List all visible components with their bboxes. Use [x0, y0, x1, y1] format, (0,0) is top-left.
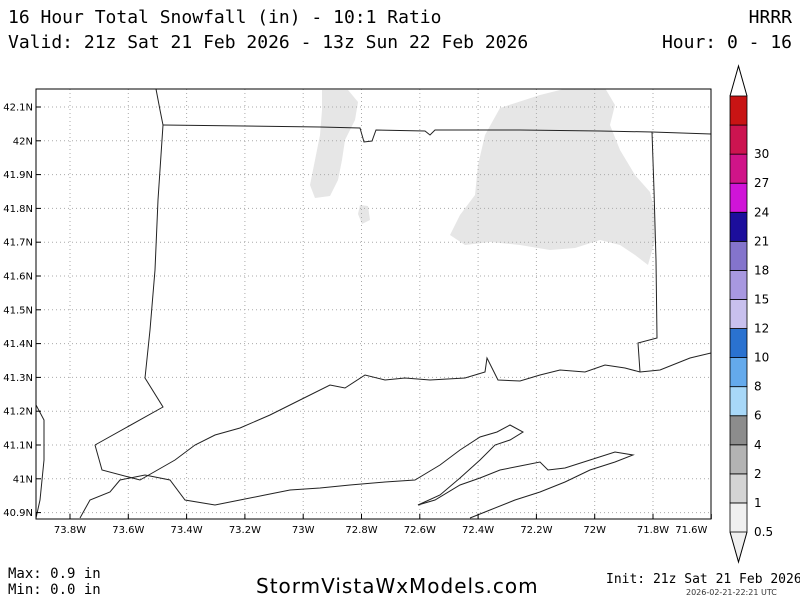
colorbar-label: 0.5 [754, 525, 773, 539]
lat-label: 41.5N [3, 305, 33, 316]
lon-label: 72W [583, 525, 606, 536]
lat-label: 42N [13, 136, 33, 147]
colorbar-swatch [729, 269, 748, 300]
colorbar-swatch [729, 124, 748, 155]
snow-area-small [358, 205, 370, 224]
colorbar-label: 4 [754, 438, 762, 452]
colorbar-label: 24 [754, 205, 769, 219]
colorbar-label: 30 [754, 147, 769, 161]
colorbar-label: 6 [754, 409, 762, 423]
colorbar-swatch [729, 415, 748, 446]
lon-label: 73.6W [112, 525, 144, 536]
colorbar-label: 21 [754, 234, 769, 248]
colorbar-label: 15 [754, 292, 769, 306]
lon-label: 72.4W [462, 525, 494, 536]
colorbar-bottom-arrow [729, 531, 748, 564]
lat-label: 41.4N [3, 339, 33, 350]
graticule [36, 89, 711, 519]
lat-label: 41.3N [3, 373, 33, 384]
colorbar-swatch [729, 211, 748, 242]
colorbar-label: 27 [754, 176, 769, 190]
init-time: Init: 21z Sat 21 Feb 2026 [606, 572, 800, 587]
max-min-values: Max: 0.9 in Min: 0.0 in [8, 566, 101, 598]
lat-label: 41.1N [3, 441, 33, 452]
colorbar-label: 12 [754, 322, 769, 336]
colorbar-swatch [729, 299, 748, 329]
colorbar-swatch [729, 502, 748, 533]
colorbar-swatch [729, 240, 748, 271]
brand-logo-text: StormVistaWxModels.com [256, 574, 539, 598]
lon-label: 71.8W [637, 525, 669, 536]
forecast-hours: Hour: 0 - 16 [661, 32, 792, 53]
coastlines [79, 352, 711, 519]
lat-label: 41.6N [3, 272, 33, 283]
latitude-labels: 42.1N 42N 41.9N 41.8N 41.7N 41.6N 41.5N 41.4N 41… [3, 103, 41, 519]
lat-label: 41.9N [3, 170, 33, 181]
snow-area-east [450, 89, 655, 265]
colorbar-top-arrow [729, 64, 748, 97]
colorbar-label: 1 [754, 496, 762, 510]
lon-label: 72.2W [520, 525, 552, 536]
lat-label: 41.2N [3, 407, 33, 418]
lon-label: 73.4W [171, 525, 203, 536]
max-value: Max: 0.9 in [8, 566, 101, 582]
colorbar-swatch [729, 95, 748, 126]
colorbar-label: 18 [754, 263, 769, 277]
lon-label: 73W [292, 525, 315, 536]
lat-label: 42.1N [3, 103, 33, 114]
colorbar-swatch [729, 444, 748, 475]
map-frame [35, 88, 712, 520]
generated-timestamp: 2026-02-21-22:21 UTC [686, 588, 777, 597]
model-name: HRRR [748, 7, 792, 28]
map-title: 16 Hour Total Snowfall (in) - 10:1 Ratio [8, 7, 442, 28]
colorbar-swatch [729, 182, 748, 213]
snow-area-west [310, 90, 358, 198]
lon-label: 72.8W [345, 525, 377, 536]
lat-label: 41N [13, 474, 33, 485]
lat-label: 40.9N [3, 508, 33, 519]
lon-label: 73.2W [229, 525, 261, 536]
colorbar-swatch [729, 473, 748, 504]
lat-label: 41.8N [3, 204, 33, 215]
colorbar-swatch [729, 153, 748, 184]
colorbar-label: 10 [754, 351, 769, 365]
longitude-labels: 73.8W 73.6W 73.4W 73.2W 73W 72.8W 72.6W 72.4W 72… [54, 514, 712, 536]
colorbar-swatch [729, 357, 748, 388]
min-value: Min: 0.0 in [8, 582, 101, 598]
lon-label: 73.8W [54, 525, 86, 536]
valid-period: Valid: 21z Sat 21 Feb 2026 - 13z Sun 22 … [8, 32, 529, 53]
lon-label: 72.6W [404, 525, 436, 536]
lon-label: 71.6W [675, 525, 707, 536]
colorbar-swatch [729, 328, 748, 358]
colorbar-label: 8 [754, 380, 762, 394]
lat-label: 41.7N [3, 238, 33, 249]
colorbar-label: 2 [754, 467, 762, 481]
colorbar-swatch [729, 386, 748, 417]
state-borders [36, 89, 711, 519]
